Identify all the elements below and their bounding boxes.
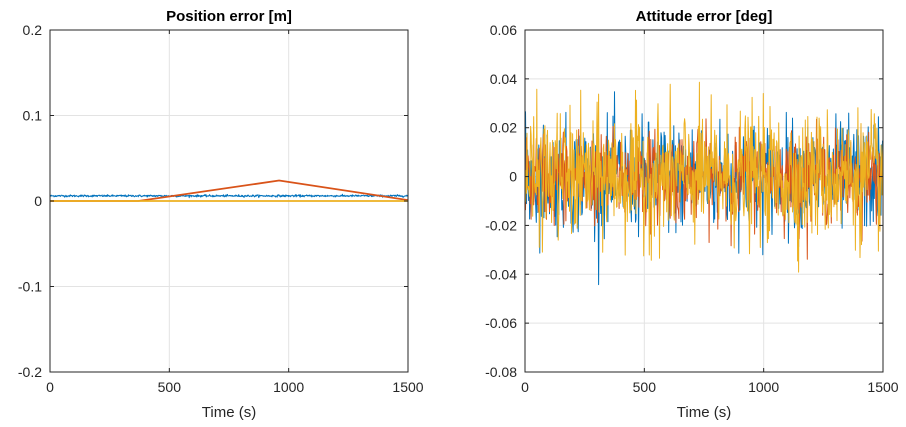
x-axis-label: Time (s)	[202, 404, 256, 421]
x-tick-label: 0	[46, 379, 54, 395]
x-tick-label: 1000	[748, 379, 779, 395]
chart-2: 0 500 1000 1500 -0.08 -0.06 -0.04 -0.02 0 0.02 0.0…	[485, 8, 899, 421]
series-group	[525, 81, 883, 286]
y-tick-label: -0.08	[485, 364, 517, 380]
y-tick-label: -0.1	[18, 279, 42, 295]
y-tick-label: 0.04	[490, 71, 517, 87]
x-tick-label: 500	[633, 379, 657, 395]
x-tick-label: 500	[158, 379, 182, 395]
series-line-1	[50, 193, 408, 199]
y-tick-label: -0.04	[485, 266, 517, 282]
chart-1: 0 500 1000 1500 -0.2 -0.1 0 0.1 0.2 Position erro…	[18, 8, 424, 421]
x-tick-label: 0	[521, 379, 529, 395]
y-tick-label: -0.02	[485, 217, 517, 233]
y-tick-label: 0.02	[490, 120, 517, 136]
x-axis-label: Time (s)	[677, 404, 731, 421]
y-tick-label: 0.1	[23, 108, 43, 124]
y-tick-label: -0.06	[485, 315, 517, 331]
y-tick-label: 0	[509, 169, 517, 185]
y-tick-label: -0.2	[18, 364, 42, 380]
y-tick-label: 0.06	[490, 22, 517, 38]
series-line-3	[525, 81, 883, 273]
y-tick-label: 0	[34, 193, 42, 209]
y-tick-label: 0.2	[23, 22, 43, 38]
x-tick-label: 1000	[273, 379, 304, 395]
chart-title: Position error [m]	[166, 8, 292, 25]
series-group	[50, 179, 408, 202]
axes-box	[524, 29, 884, 373]
x-tick-label: 1500	[392, 379, 423, 395]
chart-title: Attitude error [deg]	[636, 8, 773, 25]
x-tick-label: 1500	[867, 379, 898, 395]
